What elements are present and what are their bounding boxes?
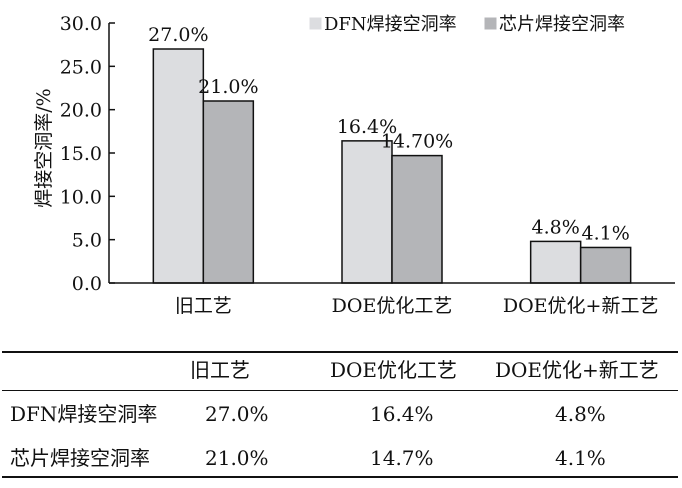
y-tick-label-4: 20.0 bbox=[60, 100, 102, 122]
table-row-label-chip: 芯片焊接空洞率 bbox=[10, 446, 150, 470]
table-cell-dfn-old: 27.0% bbox=[205, 402, 269, 426]
legend-label-dfn: DFN焊接空洞率 bbox=[324, 14, 457, 35]
table-cell-dfn-doe: 16.4% bbox=[370, 402, 434, 426]
table-header-doe-process: DOE优化工艺 bbox=[330, 358, 458, 382]
x-tick-label-0: 旧工艺 bbox=[175, 295, 232, 317]
table-header-rule bbox=[2, 390, 678, 391]
table-cell-dfn-doe-new: 4.8% bbox=[555, 402, 606, 426]
table-cell-chip-doe-new: 4.1% bbox=[555, 446, 606, 470]
bar-chip-2 bbox=[579, 246, 632, 284]
bar-dfn-1 bbox=[341, 140, 393, 284]
data-label-chip-1: 14.70% bbox=[381, 131, 453, 153]
table-bottom-rule bbox=[2, 476, 678, 478]
y-tick-label-5: 25.0 bbox=[60, 56, 102, 78]
table-cell-chip-old: 21.0% bbox=[205, 446, 269, 470]
table-header-old-process: 旧工艺 bbox=[190, 358, 250, 382]
x-tick-label-2: DOE优化+新工艺 bbox=[503, 295, 659, 317]
y-tick-label-3: 15.0 bbox=[60, 143, 102, 165]
table-top-rule bbox=[2, 351, 678, 353]
plot-area: 27.0% 21.0% 旧工艺 16.4%14.70% DOE优化工艺 4.8% 4.1% D… bbox=[60, 13, 675, 317]
y-tick-label-6: 30.0 bbox=[60, 13, 102, 35]
table-header-doe-new-process: DOE优化+新工艺 bbox=[495, 358, 659, 382]
y-tick-label-1: 5.0 bbox=[72, 230, 102, 252]
y-axis-label: 焊接空洞率/% bbox=[33, 88, 55, 207]
legend-swatch-dfn bbox=[309, 17, 322, 30]
y-tick-label-2: 10.0 bbox=[60, 186, 102, 208]
data-label-chip-0: 21.0% bbox=[198, 76, 258, 98]
bar-chip-0 bbox=[202, 100, 255, 284]
data-label-chip-2: 4.1% bbox=[582, 222, 630, 244]
bar-dfn-0 bbox=[152, 48, 205, 284]
data-table: 旧工艺 DOE优化工艺 DOE优化+新工艺 DFN焊接空洞率 27.0% 16.… bbox=[0, 340, 682, 480]
y-tick-label-0: 0.0 bbox=[72, 273, 102, 295]
x-tick-label-1: DOE优化工艺 bbox=[332, 295, 453, 317]
table-row-label-dfn: DFN焊接空洞率 bbox=[10, 402, 158, 426]
table-cell-chip-doe: 14.7% bbox=[370, 446, 434, 470]
bar-chip-1 bbox=[391, 154, 443, 284]
bar-dfn-2 bbox=[529, 240, 582, 284]
data-label-dfn-0: 27.0% bbox=[148, 24, 208, 46]
legend-label-chip: 芯片焊接空洞率 bbox=[499, 14, 625, 35]
data-label-dfn-1: 16.4% bbox=[337, 116, 397, 138]
legend-swatch-chip bbox=[484, 17, 497, 30]
data-label-dfn-2: 4.8% bbox=[532, 216, 580, 238]
bar-chart: 27.0% 21.0% 旧工艺 16.4%14.70% DOE优化工艺 4.8% 4.1% D… bbox=[33, 13, 675, 317]
